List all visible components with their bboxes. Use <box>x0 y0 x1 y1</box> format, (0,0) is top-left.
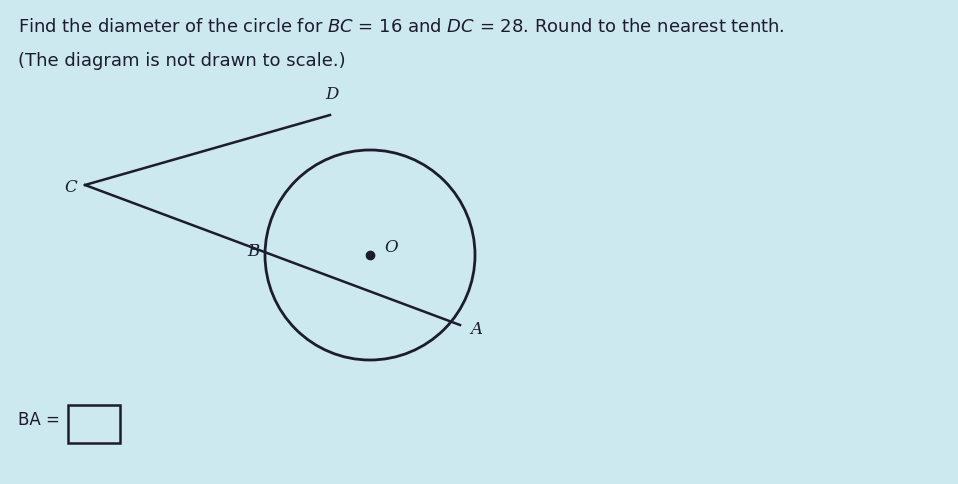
Text: Find the diameter of the circle for $\mathit{BC}$ = 16 and $\mathit{DC}$ = 28. R: Find the diameter of the circle for $\ma… <box>18 18 785 36</box>
Text: A: A <box>470 321 482 338</box>
Text: B: B <box>248 243 260 260</box>
Text: BA =: BA = <box>18 411 59 429</box>
Text: (The diagram is not drawn to scale.): (The diagram is not drawn to scale.) <box>18 52 346 70</box>
Text: C: C <box>64 179 77 196</box>
Text: D: D <box>326 86 339 103</box>
Text: O: O <box>384 239 398 256</box>
Bar <box>68 405 120 443</box>
